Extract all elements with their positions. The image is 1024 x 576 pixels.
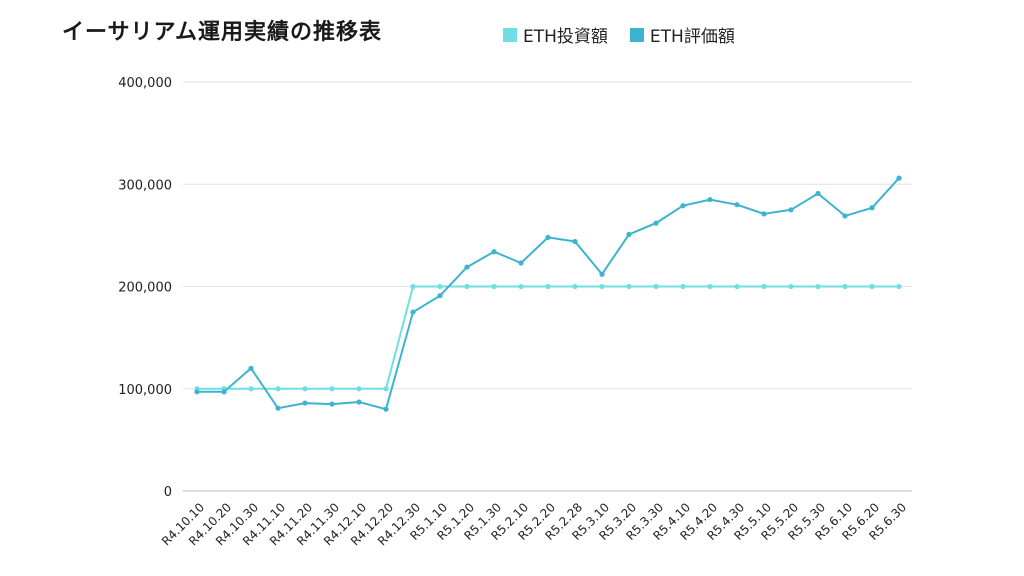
series-point-0 bbox=[761, 283, 767, 290]
legend-swatch-valuation bbox=[629, 27, 644, 42]
series-point-1 bbox=[491, 249, 497, 255]
legend-item-investment[interactable]: ETH投資額 bbox=[503, 22, 608, 47]
series-point-1 bbox=[437, 293, 443, 299]
series-point-0 bbox=[599, 283, 605, 290]
series-point-1 bbox=[788, 207, 794, 213]
series-point-0 bbox=[815, 283, 821, 290]
series-point-0 bbox=[410, 283, 416, 290]
series-line-1 bbox=[197, 177, 900, 411]
series-point-1 bbox=[221, 389, 227, 395]
series-point-0 bbox=[437, 283, 443, 290]
legend-label-valuation: ETH評価額 bbox=[649, 27, 735, 47]
series-point-0 bbox=[896, 283, 902, 290]
series-point-1 bbox=[275, 405, 281, 411]
series-point-1 bbox=[761, 211, 767, 217]
series-point-1 bbox=[248, 365, 254, 371]
series-point-0 bbox=[842, 283, 848, 290]
series-point-0 bbox=[572, 283, 578, 290]
series-point-1 bbox=[194, 389, 200, 395]
series-point-0 bbox=[491, 283, 497, 290]
series-point-1 bbox=[815, 190, 821, 197]
series-point-0 bbox=[734, 283, 740, 290]
series-point-0 bbox=[788, 283, 794, 290]
series-point-1 bbox=[518, 260, 524, 266]
series-point-0 bbox=[302, 386, 308, 392]
legend-label-investment: ETH投資額 bbox=[523, 27, 608, 47]
series-point-0 bbox=[653, 283, 659, 290]
series-point-1 bbox=[410, 309, 416, 315]
series-point-1 bbox=[680, 203, 686, 209]
series-point-1 bbox=[599, 271, 605, 277]
series-point-1 bbox=[869, 205, 875, 211]
series-point-0 bbox=[680, 283, 686, 290]
series-point-0 bbox=[356, 386, 362, 392]
chart-title: イーサリアム運用実績の推移表 bbox=[62, 20, 383, 45]
series-point-1 bbox=[383, 406, 389, 412]
series-point-0 bbox=[383, 386, 389, 392]
series-point-1 bbox=[464, 264, 470, 270]
series-point-1 bbox=[329, 401, 335, 407]
y-tick-label: 100,000 bbox=[118, 383, 172, 398]
series-point-1 bbox=[356, 399, 362, 405]
series-point-0 bbox=[275, 386, 281, 392]
series-point-0 bbox=[329, 386, 335, 392]
series-point-1 bbox=[545, 234, 551, 241]
series-point-1 bbox=[572, 238, 578, 245]
y-tick-label: 300,000 bbox=[118, 178, 172, 193]
series-point-0 bbox=[464, 283, 470, 290]
series-point-1 bbox=[842, 213, 848, 219]
legend-swatch-investment bbox=[503, 27, 517, 42]
series-point-1 bbox=[302, 400, 308, 406]
series-point-0 bbox=[707, 283, 713, 290]
legend-item-valuation[interactable]: ETH評価額 bbox=[629, 22, 735, 47]
series-point-0 bbox=[248, 386, 254, 392]
legend: ETH投資額 ETH評価額 bbox=[503, 22, 735, 47]
series-point-1 bbox=[734, 202, 740, 208]
series-point-0 bbox=[626, 283, 632, 290]
y-tick-label: 400,000 bbox=[118, 76, 172, 91]
y-tick-label: 0 bbox=[164, 485, 172, 500]
y-tick-label: 200,000 bbox=[118, 281, 172, 296]
series-point-1 bbox=[626, 231, 632, 237]
series-line-0 bbox=[197, 285, 899, 390]
series-point-0 bbox=[518, 283, 524, 290]
series-point-1 bbox=[653, 220, 659, 226]
series-point-0 bbox=[545, 283, 551, 290]
series-point-1 bbox=[707, 196, 713, 203]
series-point-1 bbox=[896, 175, 902, 181]
series-point-0 bbox=[869, 283, 875, 290]
